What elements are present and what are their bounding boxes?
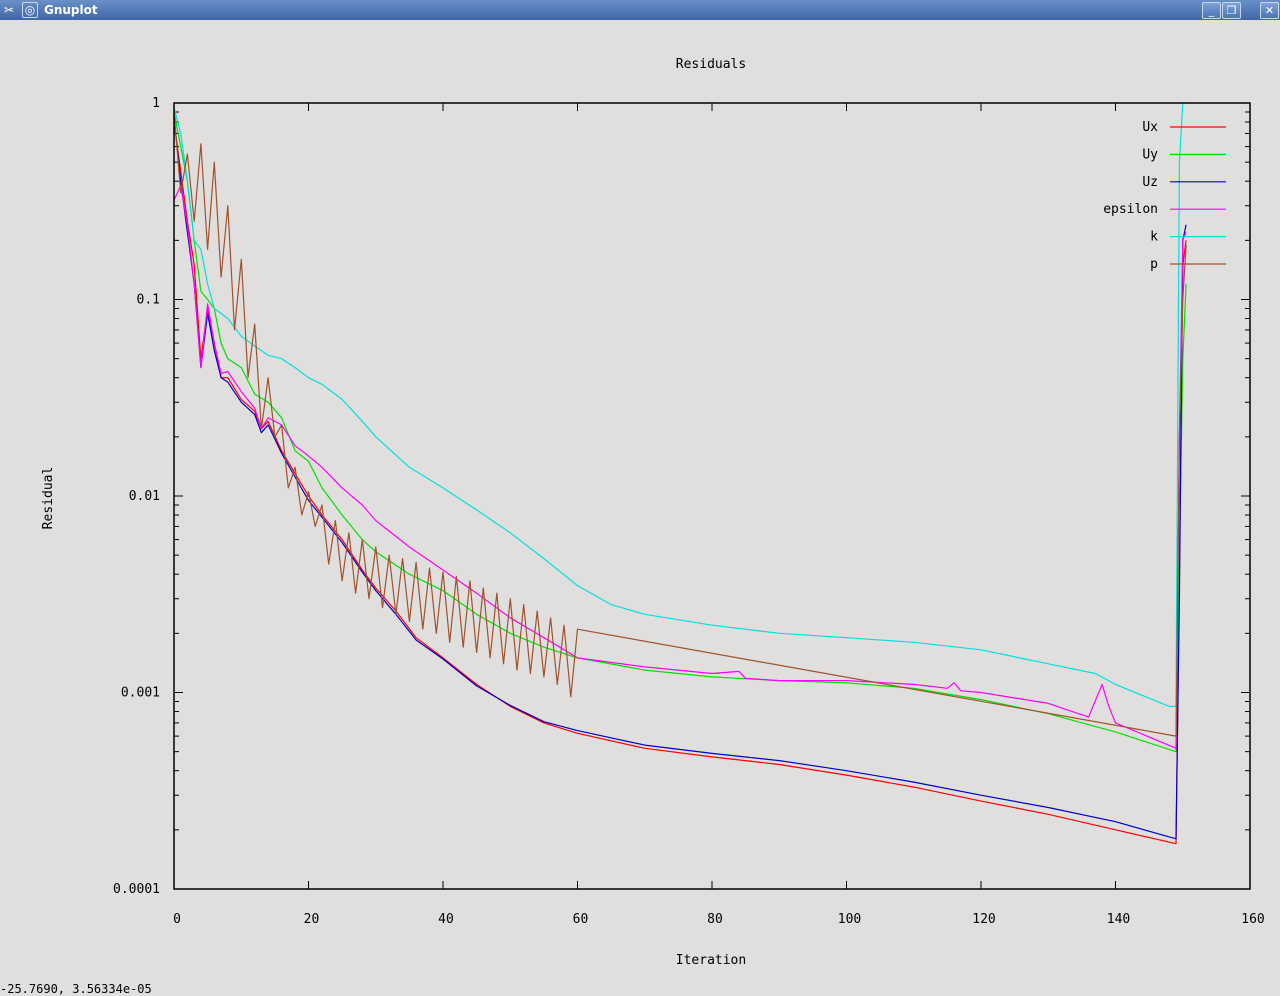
legend-label-Uy: Uy: [1142, 147, 1158, 162]
x-tick-label: 120: [972, 912, 995, 927]
series-line-Uy: [173, 111, 1187, 753]
window-menu-icon[interactable]: ◎: [22, 2, 38, 18]
y-axis-label: Residual: [41, 467, 56, 530]
x-tick-label: 160: [1241, 912, 1264, 927]
plot-canvas[interactable]: Residuals Iteration Residual 0 20 40 60 80 10…: [0, 20, 1280, 982]
window-titlebar[interactable]: ✂ ◎ Gnuplot _ ❐ ✕: [0, 0, 1280, 20]
tools-icon[interactable]: ✂: [3, 3, 15, 17]
x-axis-label: Iteration: [676, 953, 746, 968]
x-tick-label: 20: [304, 912, 320, 927]
x-tick-label: 0: [173, 912, 181, 927]
close-button[interactable]: ✕: [1260, 2, 1279, 19]
coordinate-readout: -25.7690, 3.56334e-05: [0, 982, 152, 996]
series-line-Ux: [173, 121, 1187, 845]
legend-label-Uz: Uz: [1142, 175, 1158, 190]
series-line-p: [173, 111, 1187, 737]
x-tick-label: 100: [838, 912, 861, 927]
x-tick-label: 140: [1107, 912, 1130, 927]
series-line-k: [173, 102, 1187, 708]
y-tick-label: 1: [152, 96, 160, 111]
legend-label-epsilon: epsilon: [1103, 202, 1158, 217]
legend-label-p: p: [1150, 257, 1158, 272]
x-tick-label: 80: [707, 912, 723, 927]
minimize-button[interactable]: _: [1202, 2, 1221, 19]
restore-button[interactable]: ❐: [1222, 2, 1241, 19]
y-tick-label: 0.01: [129, 489, 160, 504]
y-tick-label: 0.001: [121, 686, 160, 701]
residuals-chart[interactable]: Residuals Iteration Residual 0 20 40 60 80 10…: [0, 20, 1280, 982]
window-title: Gnuplot: [44, 3, 98, 17]
legend-label-k: k: [1150, 230, 1158, 245]
chart-title: Residuals: [676, 57, 746, 72]
legend-label-Ux: Ux: [1142, 120, 1158, 135]
x-tick-label: 60: [573, 912, 589, 927]
y-tick-label: 0.1: [137, 293, 160, 308]
x-tick-label: 40: [438, 912, 454, 927]
series-line-epsilon: [173, 185, 1187, 749]
series-line-Uz: [173, 116, 1187, 840]
plot-border: [173, 102, 1251, 890]
y-tick-label: 0.0001: [113, 882, 160, 897]
